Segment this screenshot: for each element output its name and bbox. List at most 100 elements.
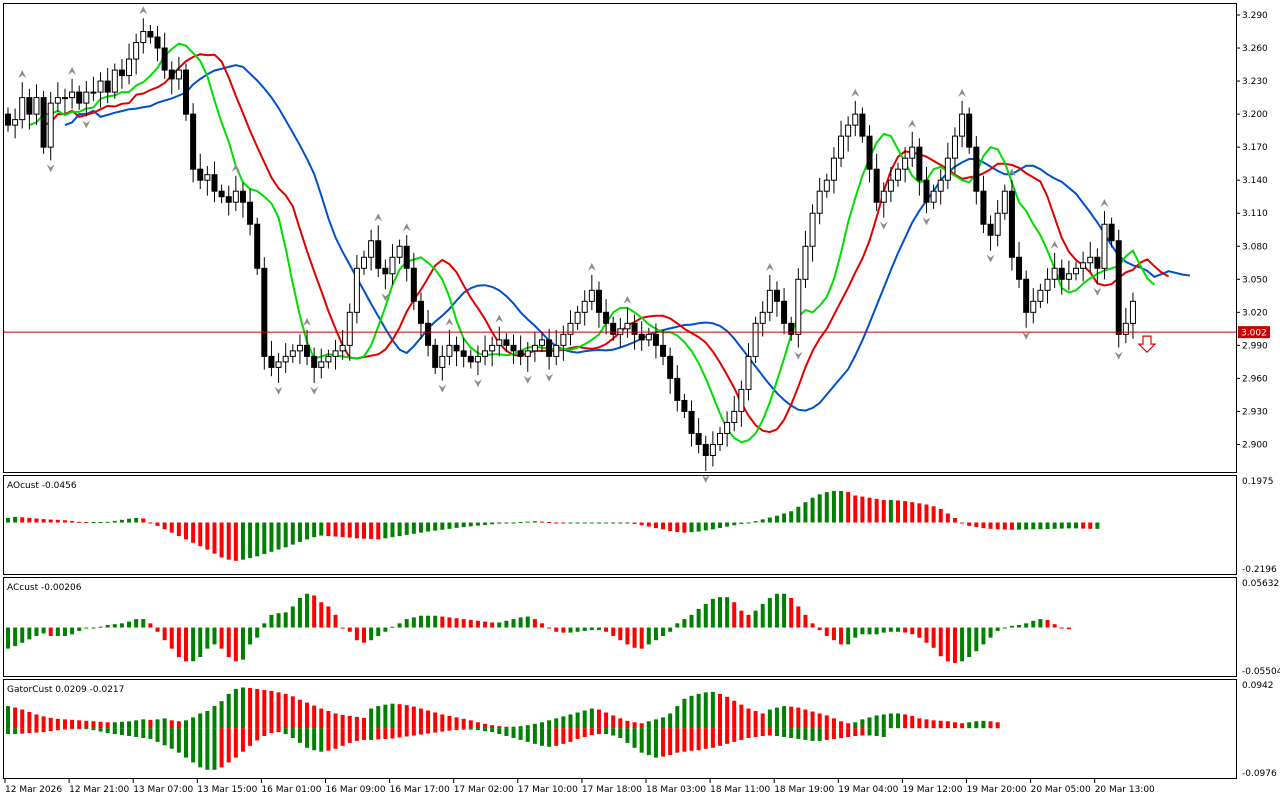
fractal-up-icon [908, 119, 917, 128]
gator-bar [20, 728, 25, 734]
gator-bar [824, 715, 829, 729]
histogram-bar [924, 627, 929, 643]
histogram-bar [604, 522, 609, 524]
candle [902, 147, 909, 183]
candle [709, 431, 716, 467]
candle [90, 76, 97, 101]
fractal-down-icon [274, 386, 283, 395]
histogram-bar [767, 517, 772, 523]
histogram-bar [226, 522, 231, 560]
histogram-bar [376, 522, 381, 540]
candle-body [1073, 267, 1079, 275]
candle [154, 26, 161, 62]
current-price-value: 3.002 [1241, 329, 1267, 339]
candle [261, 257, 268, 370]
price-tick-label: 3.110 [1242, 209, 1268, 219]
histogram-bar [354, 627, 359, 641]
gator-bar [461, 718, 466, 729]
gator-bar [397, 704, 402, 729]
candle-body [197, 168, 204, 181]
main-price-panel[interactable] [3, 3, 1237, 473]
candle-body [966, 113, 973, 148]
candle-body [1058, 267, 1065, 280]
histogram-bar [618, 627, 623, 641]
histogram-bar [703, 522, 708, 531]
histogram-bar [839, 490, 844, 523]
gator-bar [333, 728, 338, 749]
histogram-bar [753, 521, 758, 523]
gator-bar [390, 728, 395, 739]
candle [1108, 217, 1115, 248]
gator-bar [162, 728, 167, 746]
aocust-panel[interactable] [3, 475, 1237, 575]
gatorcust-panel[interactable] [3, 679, 1237, 779]
histogram-bar [596, 522, 601, 524]
time-label: 13 Mar 07:00 [133, 785, 193, 795]
candle [660, 329, 667, 366]
accust-panel[interactable] [3, 577, 1237, 677]
histogram-bar [760, 519, 765, 523]
histogram-bar [888, 499, 893, 523]
candle-body [311, 355, 318, 368]
gator-bar [112, 728, 117, 735]
candle-body [339, 344, 346, 352]
histogram-bar [127, 621, 132, 628]
histogram-bar [483, 522, 488, 525]
candle [595, 281, 602, 328]
candle-body [652, 333, 659, 346]
candle-body [1065, 273, 1072, 280]
histogram-bar [532, 619, 537, 628]
gator-bar [376, 706, 381, 729]
candle [652, 323, 659, 359]
histogram-bar [725, 597, 730, 628]
candle [76, 85, 83, 110]
candle [375, 225, 382, 278]
time-label: 18 Mar 11:00 [710, 785, 770, 795]
gator-bar [810, 711, 815, 729]
gator-bar [653, 728, 658, 758]
gator-bar [853, 722, 858, 729]
gator-bar [426, 710, 431, 729]
gator-bar [547, 728, 552, 747]
candle-body [403, 245, 410, 269]
histogram-bar [668, 627, 673, 632]
gator-bar [262, 689, 267, 729]
histogram-bar [881, 499, 886, 523]
candle [482, 335, 489, 366]
gator-bar [290, 728, 295, 738]
candle-body [802, 245, 809, 280]
gator-bar [839, 728, 844, 738]
candle-body [923, 179, 930, 203]
gator-bar [433, 728, 438, 733]
histogram-bar [810, 497, 815, 523]
gator-bar [831, 728, 836, 739]
histogram-bar [134, 619, 139, 628]
candle-body [140, 31, 147, 44]
histogram-bar [490, 522, 495, 525]
gator-bar [760, 728, 765, 737]
histogram-bar [803, 614, 808, 628]
histogram-bar [518, 522, 523, 524]
candle-body [1051, 267, 1058, 280]
gator-bar [119, 721, 124, 729]
histogram-bar [411, 617, 416, 628]
gator-bar [297, 728, 302, 743]
histogram-bar [547, 522, 552, 524]
gator-bar [703, 692, 708, 729]
gator-bar [276, 728, 281, 733]
gator-bar [255, 688, 260, 729]
histogram-bar [511, 619, 516, 628]
gator-bar [134, 728, 139, 737]
gator-bar [105, 722, 110, 729]
candle [140, 18, 147, 54]
histogram-bar [725, 522, 730, 527]
histogram-bar [411, 522, 416, 534]
histogram-bar [689, 522, 694, 533]
fractal-up-icon [402, 223, 411, 232]
candle-body [382, 267, 389, 275]
histogram-bar [945, 513, 950, 523]
candle [304, 329, 311, 366]
gator-bar [340, 714, 345, 729]
